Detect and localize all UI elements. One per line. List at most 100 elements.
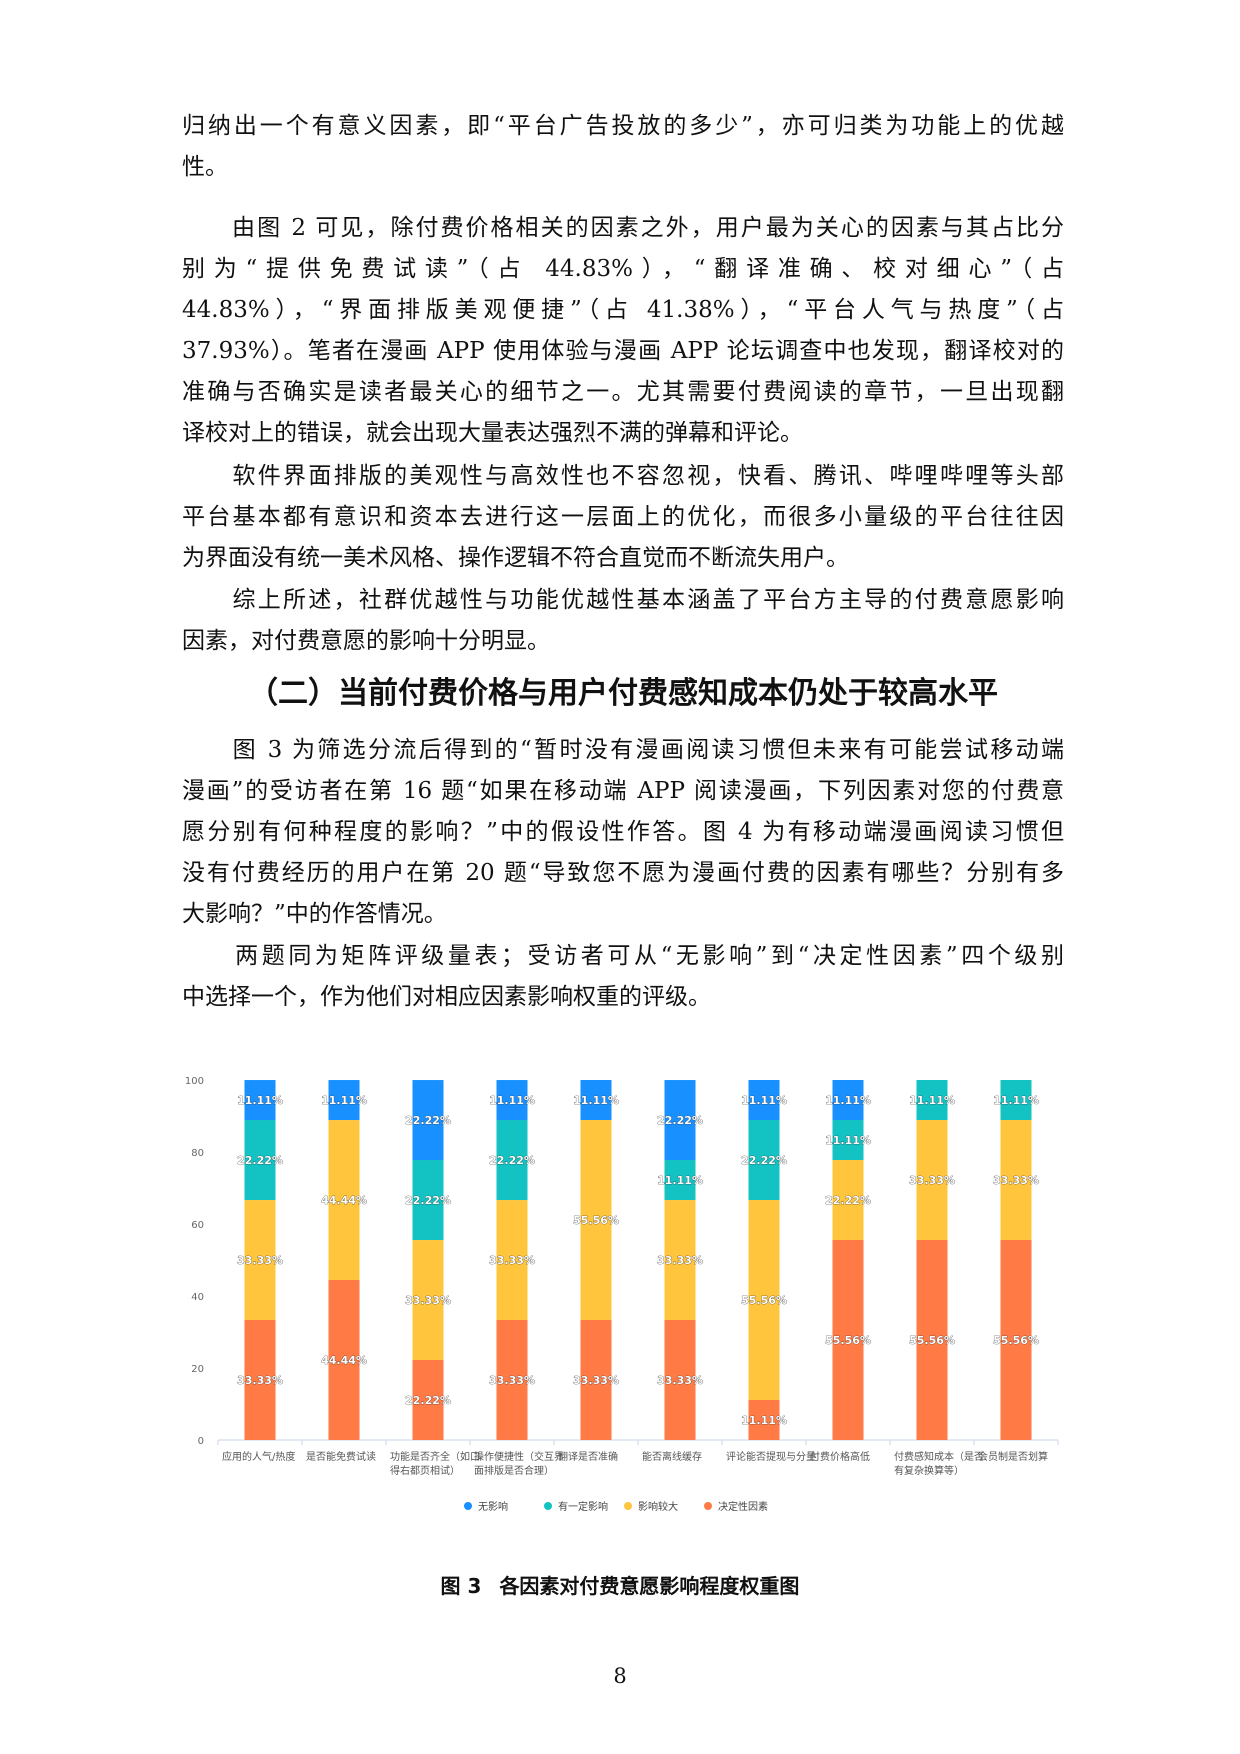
bar-segment — [496, 1200, 528, 1321]
data-label: 11.11% — [573, 1094, 619, 1107]
data-label: 33.33% — [657, 1254, 703, 1267]
bar-segment — [748, 1400, 780, 1440]
bar-segment — [580, 1320, 612, 1440]
bar-segment — [916, 1239, 948, 1440]
data-label: 22.22% — [741, 1154, 787, 1167]
x-tick-label: 付费价格高低 — [810, 1450, 870, 1463]
bar-segment — [412, 1160, 444, 1241]
text-line: 为界面没有统一美术风格、操作逻辑不符合直觉而不断流失用户。 — [182, 545, 849, 571]
bar-segment — [244, 1080, 276, 1121]
y-tick-label: 60 — [191, 1220, 204, 1231]
bar-segment — [412, 1080, 444, 1161]
bar-segment — [1000, 1080, 1032, 1120]
data-label: 11.11% — [909, 1094, 955, 1107]
bar-segment — [412, 1240, 444, 1361]
data-label: 33.33% — [993, 1174, 1039, 1187]
bar-segment — [244, 1200, 276, 1321]
data-label: 33.33% — [657, 1374, 703, 1387]
data-label: 11.11% — [825, 1134, 871, 1147]
text-line: 两题同为矩阵评级量表；受访者可从“无影响”到“决定性因素”四个级别 — [182, 943, 1064, 969]
y-tick-label: 80 — [191, 1148, 204, 1159]
data-label: 33.33% — [489, 1374, 535, 1387]
bar-segment — [832, 1080, 864, 1120]
text-line: 译校对上的错误，就会出现大量表达强烈不满的弹幕和评论。 — [182, 420, 803, 446]
x-tick-label: 评论能否提现与分量 — [726, 1450, 816, 1463]
x-tick-label: 付费感知成本（是否 — [894, 1450, 984, 1463]
legend-label: 影响较大 — [638, 1500, 678, 1513]
data-label: 44.44% — [321, 1354, 367, 1367]
x-tick-label: 会员制是否划算 — [978, 1450, 1048, 1463]
data-label: 22.22% — [489, 1154, 535, 1167]
data-label: 22.22% — [825, 1194, 871, 1207]
data-label: 44.44% — [321, 1194, 367, 1207]
legend-swatch — [464, 1502, 472, 1510]
x-tick-label: 应用的人气/热度 — [222, 1450, 295, 1463]
x-tick-label: 能否离线缓存 — [642, 1450, 702, 1463]
text-line: 别为“提供免费试读”（占 44.83%），“翻译准确、校对细心”（占 — [182, 256, 1064, 282]
data-label: 11.11% — [993, 1094, 1039, 1107]
x-tick-label: 有复杂换算等） — [894, 1464, 964, 1477]
data-label: 55.56% — [741, 1294, 787, 1307]
text-line: 软件界面排版的美观性与高效性也不容忽视，快看、腾讯、哔哩哔哩等头部 — [182, 463, 1064, 489]
data-label: 33.33% — [405, 1294, 451, 1307]
bar-segment — [328, 1080, 360, 1121]
text-line: 准确与否确实是读者最关心的细节之一。尤其需要付费阅读的章节，一旦出现翻 — [182, 379, 1064, 405]
text-line: 由图 2 可见，除付费价格相关的因素之外，用户最为关心的因素与其占比分 — [182, 215, 1064, 241]
bar-segment — [748, 1080, 780, 1120]
bar-segment — [496, 1080, 528, 1121]
legend-label: 无影响 — [478, 1500, 508, 1513]
text-line: 因素，对付费意愿的影响十分明显。 — [182, 628, 550, 654]
bar-segment — [664, 1160, 696, 1201]
y-tick-label: 20 — [191, 1364, 204, 1375]
bar-segment — [664, 1080, 696, 1161]
bar-segment — [916, 1080, 948, 1120]
bar-segment — [664, 1320, 696, 1440]
bar-segment — [328, 1280, 360, 1440]
figure-title: 各因素对付费意愿影响程度权重图 — [499, 1574, 800, 1598]
x-tick-label: 操作便捷性（交互界 — [474, 1450, 564, 1463]
bar-segment — [832, 1119, 864, 1160]
bar-segment — [1000, 1119, 1032, 1240]
data-label: 11.11% — [321, 1094, 367, 1107]
legend-swatch — [544, 1502, 552, 1510]
bar-segment — [748, 1119, 780, 1200]
data-label: 11.11% — [741, 1094, 787, 1107]
text-line: 愿分别有何种程度的影响？”中的假设性作答。图 4 为有移动端漫画阅读习惯但 — [182, 819, 1064, 845]
data-label: 33.33% — [237, 1254, 283, 1267]
data-label: 33.33% — [909, 1174, 955, 1187]
data-label: 11.11% — [489, 1094, 535, 1107]
data-label: 33.33% — [489, 1254, 535, 1267]
figure-caption: 图 3 各因素对付费意愿影响程度权重图 — [0, 1570, 1240, 1599]
paragraph-3: 软件界面排版的美观性与高效性也不容忽视，快看、腾讯、哔哩哔哩等头部 平台基本都有… — [182, 456, 1064, 579]
data-label: 22.22% — [405, 1394, 451, 1407]
data-label: 22.22% — [657, 1114, 703, 1127]
y-tick-label: 40 — [191, 1292, 204, 1303]
legend-swatch — [704, 1502, 712, 1510]
x-tick-label: 功能是否齐全（如口 — [390, 1450, 480, 1463]
page-number: 8 — [613, 1664, 627, 1688]
y-tick-label: 0 — [198, 1436, 204, 1447]
bar-segment — [496, 1120, 528, 1201]
text-line: 归纳出一个有意义因素，即“平台广告投放的多少”，亦可归类为功能上的优越 — [182, 113, 1064, 139]
bar-segment — [412, 1360, 444, 1440]
x-tick-label: 面排版是否合理） — [474, 1464, 554, 1477]
text-line: 44.83%），“界面排版美观便捷”（占 41.38%），“平台人气与热度”（占 — [182, 297, 1064, 323]
bar-segment — [244, 1320, 276, 1440]
bar-segment — [244, 1120, 276, 1201]
bar-segment — [832, 1159, 864, 1240]
x-tick-label: 翻译是否准确 — [558, 1450, 618, 1463]
legend-label: 决定性因素 — [718, 1500, 768, 1513]
data-label: 11.11% — [237, 1094, 283, 1107]
bar-segment — [328, 1120, 360, 1281]
data-label: 55.56% — [573, 1214, 619, 1227]
y-tick-label: 100 — [185, 1076, 204, 1087]
data-label: 11.11% — [825, 1094, 871, 1107]
data-label: 11.11% — [657, 1174, 703, 1187]
bar-segment — [916, 1119, 948, 1240]
figure-label: 图 3 — [440, 1574, 482, 1598]
text-line: 图 3 为筛选分流后得到的“暂时没有漫画阅读习惯但未来有可能尝试移动端 — [182, 737, 1064, 763]
data-label: 33.33% — [573, 1374, 619, 1387]
data-label: 55.56% — [993, 1334, 1039, 1347]
text-line: 没有付费经历的用户在第 20 题“导致您不愿为漫画付费的因素有哪些？分别有多 — [182, 860, 1064, 886]
text-line: 性。 — [182, 154, 228, 180]
